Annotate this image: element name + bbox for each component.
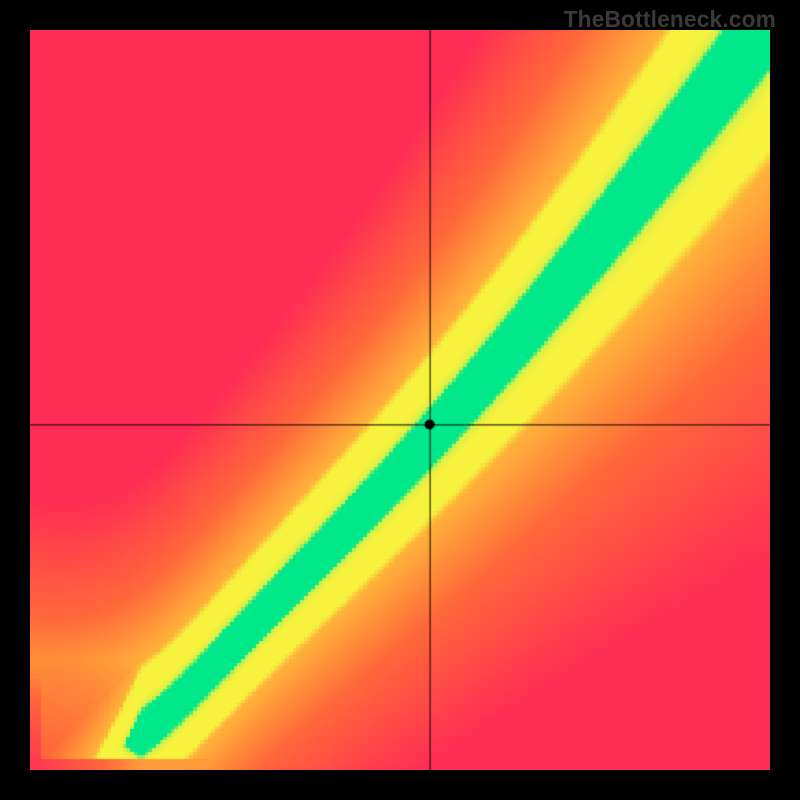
heatmap-canvas [30, 30, 770, 770]
watermark-text: TheBottleneck.com [564, 6, 776, 33]
chart-container: TheBottleneck.com [0, 0, 800, 800]
plot-area [30, 30, 770, 770]
